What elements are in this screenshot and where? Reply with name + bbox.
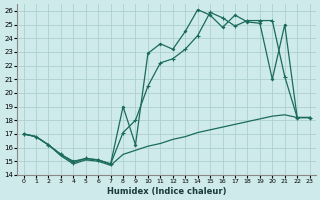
X-axis label: Humidex (Indice chaleur): Humidex (Indice chaleur): [107, 187, 226, 196]
